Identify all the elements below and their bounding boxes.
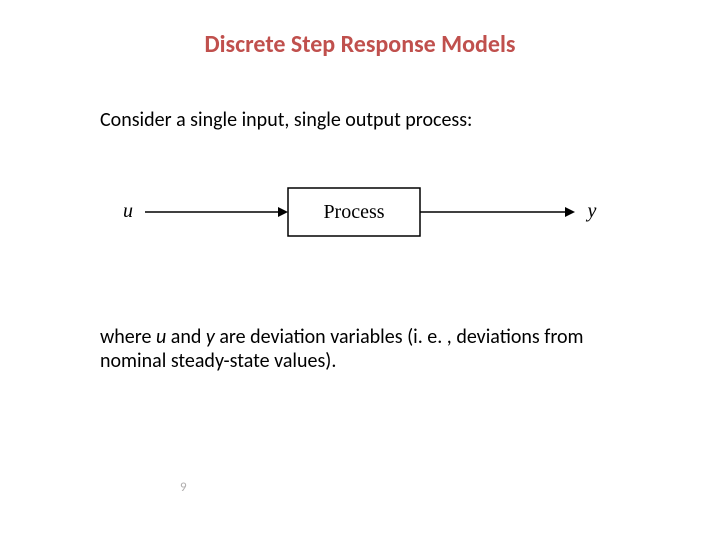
input-arrow-head <box>278 207 288 217</box>
u-label: u <box>123 200 133 222</box>
process-box-label: Process <box>323 201 384 223</box>
process-diagram: Process u y <box>100 172 620 262</box>
explain-pre: where <box>100 325 156 349</box>
explain-mid1: and <box>166 325 206 349</box>
y-label: y <box>586 200 597 222</box>
page-number: 9 <box>180 480 187 495</box>
diagram-svg: Process u y <box>100 172 620 262</box>
slide-title: Discrete Step Response Models <box>0 30 720 59</box>
explain-u: u <box>156 325 166 349</box>
output-arrow-head <box>565 207 575 217</box>
explain-text: where u and y are deviation variables (i… <box>100 325 640 373</box>
explain-y: y <box>206 325 215 349</box>
intro-text: Consider a single input, single output p… <box>100 108 640 132</box>
slide: Discrete Step Response Models Consider a… <box>0 0 720 540</box>
